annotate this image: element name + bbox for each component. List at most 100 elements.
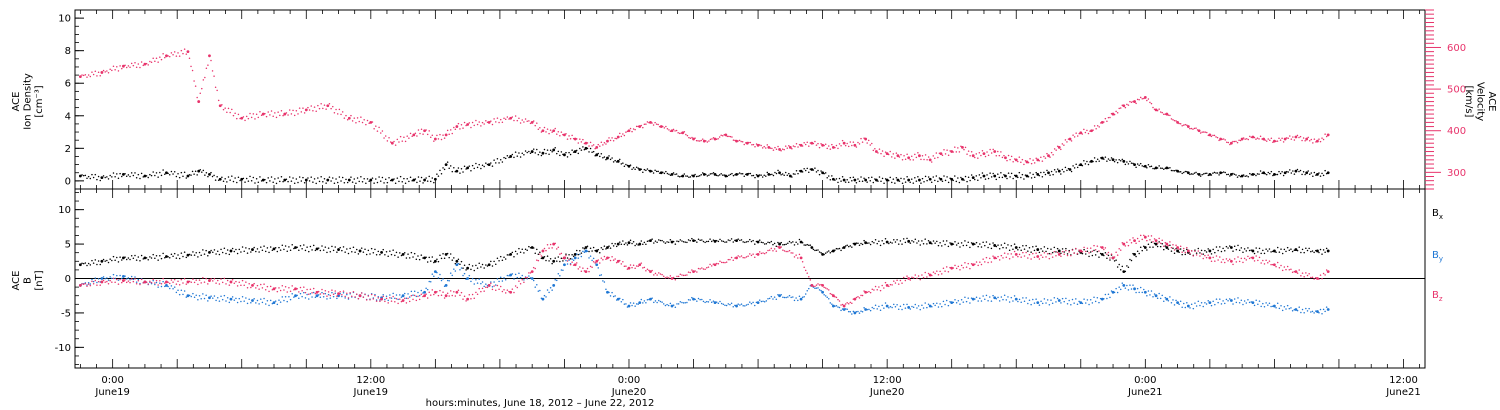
field-axis-title: ACEB[nT] [11,270,45,290]
by-point [838,306,841,309]
bx-point [509,253,513,256]
velocity-point [767,145,771,149]
velocity-point [236,117,238,120]
velocity-point [866,142,868,144]
velocity-point [252,113,255,115]
bx-point [565,253,567,255]
velocity-point [1290,138,1293,140]
velocity-point [970,150,973,153]
bx-point [197,256,199,258]
bx-point [1260,252,1262,255]
bx-point [245,247,247,249]
density-point [368,180,370,182]
by-point [1127,289,1130,291]
density-point [846,178,848,181]
by-point [713,301,717,304]
bz-point [965,266,968,268]
bz-point [831,294,835,298]
velocity-point [340,113,342,116]
by-point [514,273,517,276]
by-point [1207,299,1209,302]
bz-point [1175,244,1177,247]
bz-point [223,277,226,280]
density-point [134,172,136,174]
bz-point [412,298,414,301]
density-point [1075,163,1077,166]
velocity-point [320,102,322,105]
density-point [532,148,535,150]
velocity-point [183,48,186,50]
bz-point [548,247,550,249]
density-point [1319,175,1322,177]
bx-point [229,249,233,253]
bz-point [331,289,333,291]
bx-point [1204,249,1206,252]
density-point [990,176,993,178]
bz-point [780,246,782,248]
density-point [623,165,626,168]
bx-point [1010,245,1013,247]
bz-point [352,291,355,293]
bx-point [1053,246,1056,249]
by-point [1225,298,1228,301]
bx-point [205,249,207,252]
by-point [1111,290,1115,294]
density-point [1156,167,1159,169]
by-point [462,274,464,277]
density-point [608,155,610,157]
bx-point [556,260,558,262]
density-point [1221,171,1223,174]
by-point [1210,304,1213,307]
bx-point [557,256,560,258]
density-point [1201,173,1203,176]
bz-point [205,277,207,280]
velocity-point [885,152,889,156]
density-point [629,164,632,166]
density-point [715,174,718,177]
bz-point [1200,253,1203,255]
bz-point [528,272,530,274]
density-point [771,173,773,176]
density-point [767,172,771,176]
by-point [563,263,566,267]
bz-point [1017,255,1019,258]
density-point [1265,173,1268,176]
density-point [1147,163,1150,166]
by-point [231,296,234,298]
bz-point [799,256,803,260]
velocity-point [312,109,314,112]
velocity-point [1075,132,1077,134]
density-point [1149,165,1151,168]
bz-point [551,247,553,249]
bx-point [1251,249,1255,253]
by-point [659,300,662,303]
bx-point [580,252,583,254]
by-point [220,295,222,297]
bz-point [389,296,391,299]
bz-point [857,296,859,298]
density-point [880,180,882,182]
bx-point [670,240,674,244]
bz-point [1083,246,1085,249]
by-point [1020,301,1022,303]
by-point [470,280,472,283]
by-point [559,274,561,277]
by-point [702,300,705,303]
by-point [298,297,300,300]
velocity-point [1270,137,1273,140]
velocity-point [987,154,990,156]
velocity-point [629,127,632,130]
bz-point [873,289,875,291]
density-point [1178,171,1180,173]
by-point [137,278,140,281]
bx-point [715,239,718,242]
by-point [1181,306,1183,308]
density-point [1047,171,1050,175]
by-point [1023,300,1026,302]
bz-point [279,289,282,292]
density-point [202,169,205,172]
bz-point [431,289,434,291]
by-point [653,301,655,304]
bx-point [243,250,245,253]
velocity-point [937,156,939,159]
